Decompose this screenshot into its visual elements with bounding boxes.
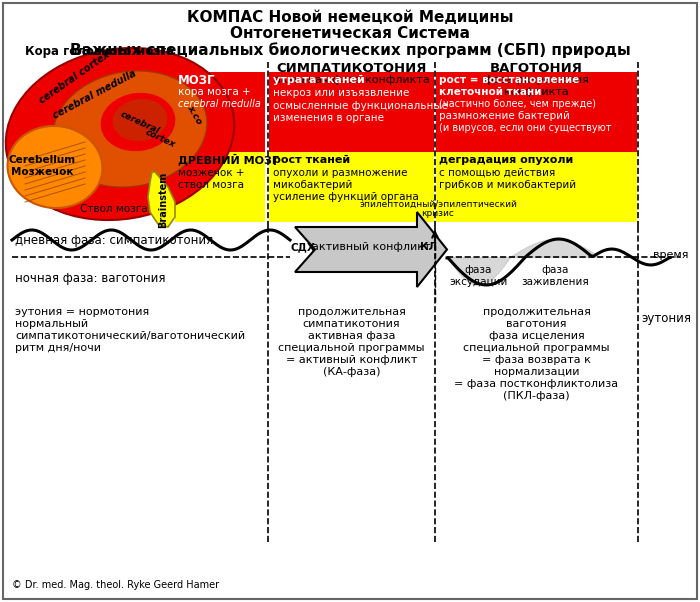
Text: усиление функций органа: усиление функций органа [273,192,419,202]
Ellipse shape [53,71,207,187]
Text: Ствол мозга: Ствол мозга [80,204,148,214]
Text: специальной программы: специальной программы [279,343,425,353]
Text: активная фаза конфликта: активная фаза конфликта [274,75,429,85]
Text: (и вирусов, если они существуют: (и вирусов, если они существуют [439,123,612,133]
Text: кора мозга +: кора мозга + [178,87,251,97]
Text: кризис: кризис [421,209,454,218]
Text: © Dr. med. Mag. theol. Ryke Geerd Hamer: © Dr. med. Mag. theol. Ryke Geerd Hamer [12,580,219,590]
Text: = фаза постконфликтолиза: = фаза постконфликтолиза [454,379,619,389]
Bar [269,152,434,222]
Polygon shape [295,212,447,287]
Text: фаза исцеления: фаза исцеления [489,331,584,341]
Text: клеточной ткани: клеточной ткани [439,87,542,97]
Text: микобактерий: микобактерий [273,180,352,190]
Text: (КА-фаза): (КА-фаза) [323,367,380,377]
Text: рост = восстановление: рост = восстановление [439,75,580,85]
Text: КОМПАС Новой немецкой Медицины: КОМПАС Новой немецкой Медицины [187,10,513,25]
Text: специальной программы: специальной программы [463,343,610,353]
Text: х.со: х.со [186,104,204,126]
Text: время: время [652,250,688,260]
Text: = активный конфликт: = активный конфликт [286,355,417,365]
Text: Мозжечок: Мозжечок [10,167,74,177]
Ellipse shape [101,93,176,151]
Ellipse shape [88,86,182,162]
Text: продолжительная: продолжительная [482,307,590,317]
Text: cortex: cortex [144,127,176,149]
Text: (частично более, чем прежде): (частично более, чем прежде) [439,99,596,109]
Text: ДРЕВНИЙ МОЗГ: ДРЕВНИЙ МОЗГ [178,154,279,166]
Text: фаза: фаза [541,265,568,275]
Text: заживления: заживления [521,277,589,287]
Text: ваготония: ваготония [506,319,567,329]
Ellipse shape [113,99,167,141]
Bar [436,72,637,152]
Text: мозжечок +: мозжечок + [178,168,244,178]
Text: = фаза возврата к: = фаза возврата к [482,355,591,365]
Text: эпилептоидный/эпилептический: эпилептоидный/эпилептический [359,200,517,209]
Text: cerebral: cerebral [119,110,161,136]
Text: cerebral medulla: cerebral medulla [178,99,261,109]
Text: эксудации: эксудации [449,277,508,287]
Bar [175,152,265,222]
Text: размножение бактерий: размножение бактерий [439,111,570,121]
Bar [269,72,434,152]
Text: СДХ: СДХ [290,243,316,252]
Text: симпатикотонический/ваготонический: симпатикотонический/ваготонический [15,331,245,341]
Text: Онтогенетическая Система: Онтогенетическая Система [230,26,470,41]
Text: ритм дня/ночи: ритм дня/ночи [15,343,101,353]
Text: фаза: фаза [465,265,492,275]
Text: Кора головного мозга: Кора головного мозга [25,45,174,58]
Polygon shape [148,172,175,227]
Text: продолжительная: продолжительная [298,307,405,317]
Text: (ПКЛ-фаза): (ПКЛ-фаза) [503,391,570,401]
Text: рост тканей: рост тканей [273,155,350,165]
Text: грибков и микобактерий: грибков и микобактерий [439,180,576,190]
Text: cerebral medulla: cerebral medulla [52,69,139,121]
Text: эутония: эутония [641,312,692,325]
Bar [175,72,265,152]
Text: МОЗГ: МОЗГ [178,74,216,87]
Text: опухоли и размножение: опухоли и размножение [273,168,407,178]
Text: с помощью действия: с помощью действия [439,168,555,178]
Text: Brainstem: Brainstem [158,172,168,228]
Text: ствол мозга: ствол мозга [178,180,244,190]
Text: активный конфликт: активный конфликт [312,243,430,252]
Text: дневная фаза: симпатикотония: дневная фаза: симпатикотония [15,234,213,247]
Text: КЛ: КЛ [421,243,438,252]
Text: нормализации: нормализации [494,367,580,377]
Bar [436,152,637,222]
Text: изменения в органе: изменения в органе [273,113,384,123]
Text: Важных специальных биологических программ (СБП) природы: Важных специальных биологических програм… [69,42,631,58]
Text: СИМПАТИКОТОНИЯ: СИМПАТИКОТОНИЯ [276,62,427,75]
Text: cerebral cortex: cerebral cortex [38,50,112,106]
Text: ночная фаза: ваготония: ночная фаза: ваготония [15,272,165,285]
Text: деградация опухоли: деградация опухоли [439,155,573,165]
Text: некроз или изъязвление: некроз или изъязвление [273,88,410,98]
Text: конфликта: конфликта [504,87,569,97]
Ellipse shape [8,126,102,208]
Text: активная фаза: активная фаза [308,331,395,341]
Text: нормальный: нормальный [15,319,88,329]
Text: ВАГОТОНИЯ: ВАГОТОНИЯ [490,62,583,75]
Text: осмысленные функциональные: осмысленные функциональные [273,101,448,111]
Text: фаза разрешения: фаза разрешения [484,75,589,85]
Text: эутония = нормотония: эутония = нормотония [15,307,149,317]
Ellipse shape [6,48,234,220]
Text: симпатикотония: симпатикотония [302,319,400,329]
Text: Cerebellum: Cerebellum [8,155,76,165]
Text: утрата тканей: утрата тканей [273,75,365,85]
